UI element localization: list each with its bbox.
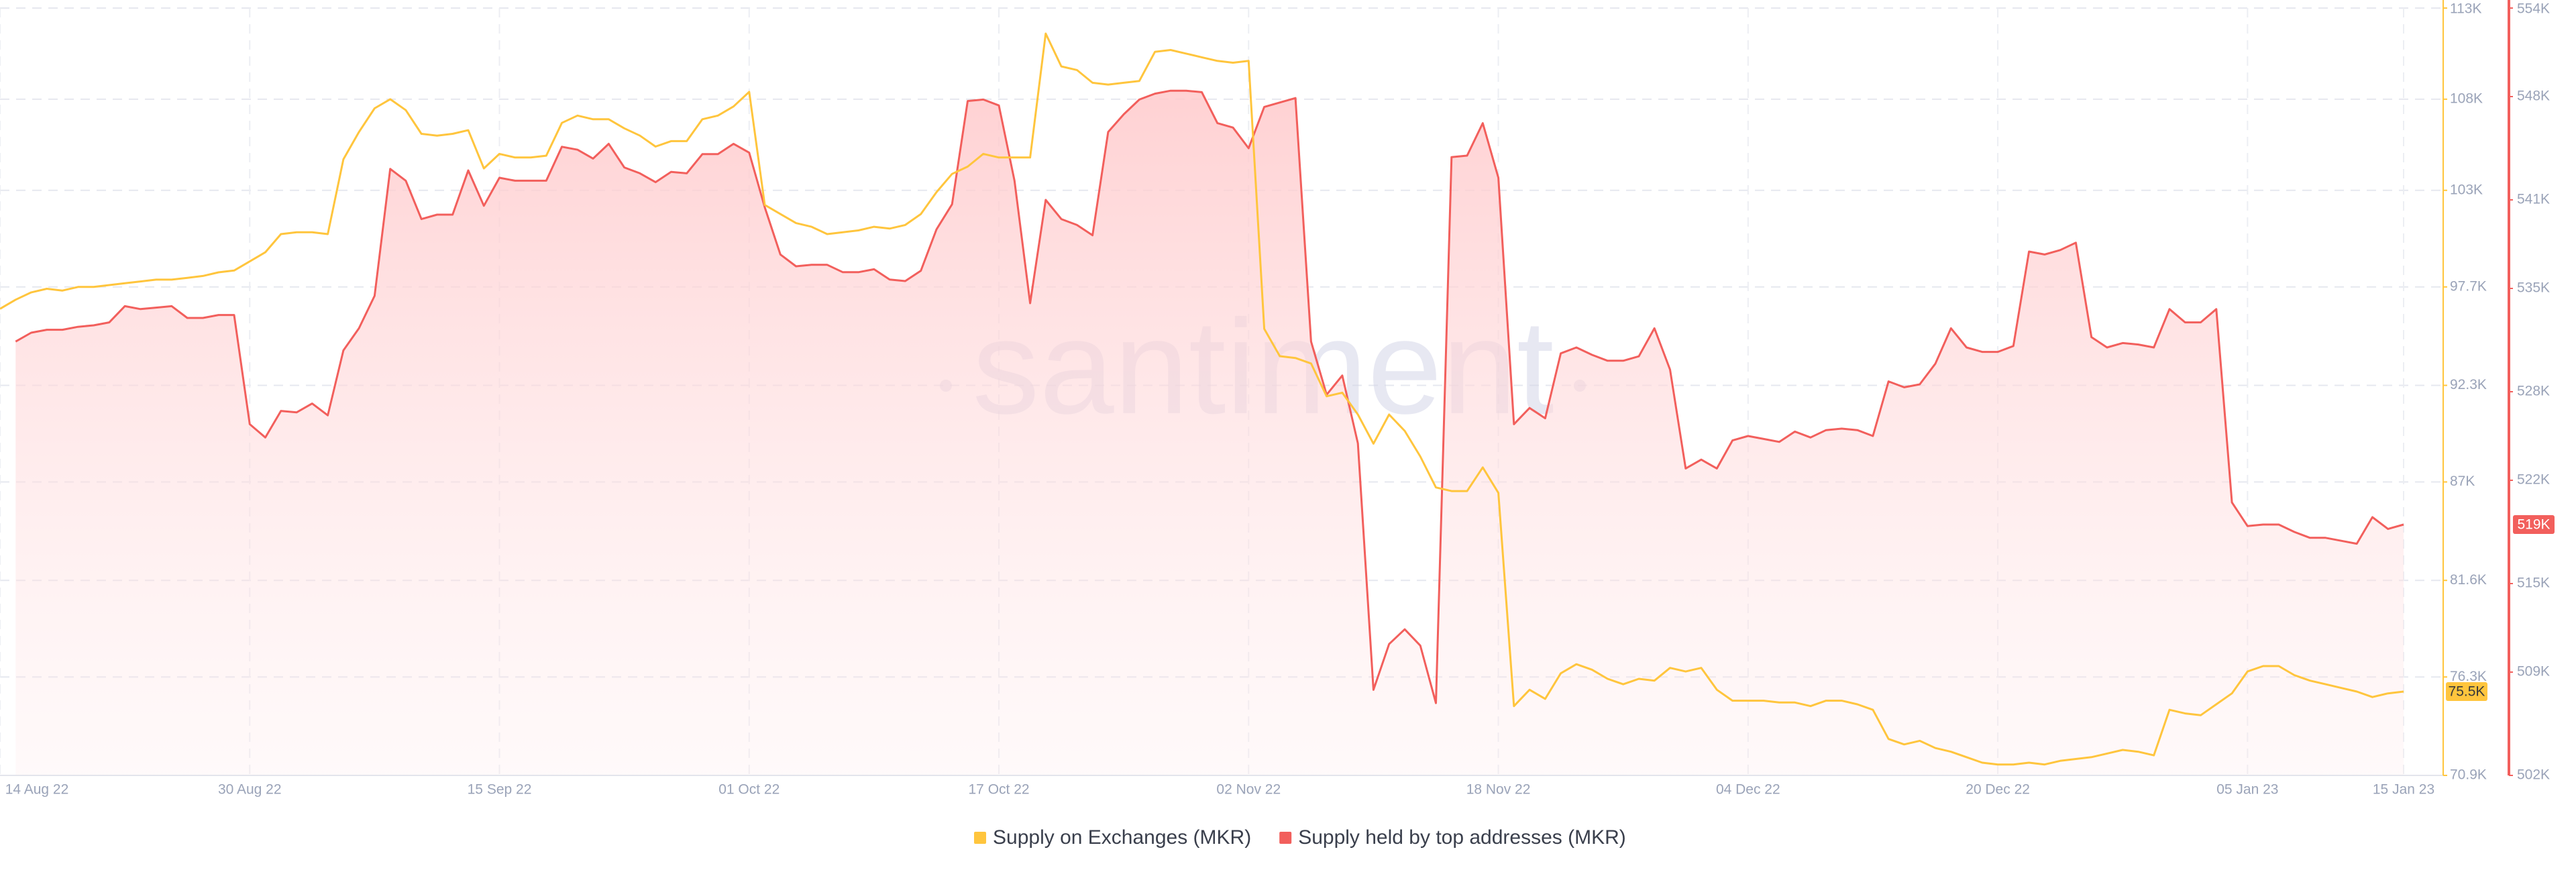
y-tick-label: 76.3K bbox=[2450, 669, 2487, 684]
area bbox=[15, 91, 2404, 775]
y-tick-label: 113K bbox=[2450, 1, 2482, 17]
y-tick-label: 70.9K bbox=[2450, 767, 2487, 783]
legend: Supply on Exchanges (MKR) Supply held by … bbox=[974, 826, 1626, 849]
plot bbox=[0, 32, 2404, 775]
x-tick-label: 15 Sep 22 bbox=[468, 782, 532, 798]
legend-swatch bbox=[974, 832, 986, 844]
x-tick-label: 04 Dec 22 bbox=[1716, 782, 1780, 798]
x-tick-label: 01 Oct 22 bbox=[718, 782, 780, 798]
x-tick-label: 20 Dec 22 bbox=[1966, 782, 2030, 798]
x-tick-label: 15 Jan 23 bbox=[2373, 782, 2434, 798]
y2-tick-label: 522K bbox=[2517, 472, 2550, 488]
y-tick-label: 103K bbox=[2450, 182, 2483, 197]
line bbox=[15, 89, 2404, 704]
x-tick-label: 14 Aug 22 bbox=[5, 782, 69, 798]
y2-tick-label: 554K bbox=[2517, 1, 2550, 17]
last-value-badge bbox=[2446, 682, 2487, 702]
y-tick-label: 92.3K bbox=[2450, 377, 2487, 392]
y2-tick-label: 541K bbox=[2517, 192, 2550, 207]
x-tick-label: 18 Nov 22 bbox=[1466, 782, 1531, 798]
legend-label: Supply on Exchanges (MKR) bbox=[993, 826, 1251, 849]
last-value-badge bbox=[2513, 515, 2555, 534]
x-tick-label: 17 Oct 22 bbox=[969, 782, 1030, 798]
y-tick-label: 87K bbox=[2450, 474, 2475, 489]
y2-tick-label: 535K bbox=[2517, 280, 2550, 296]
x-tick-label: 02 Nov 22 bbox=[1216, 782, 1281, 798]
last-value-label: 75.5K bbox=[2449, 684, 2485, 700]
last-value-label: 519K bbox=[2517, 517, 2550, 533]
x-tick-label: 05 Jan 23 bbox=[2216, 782, 2278, 798]
y-tick-label: 81.6K bbox=[2450, 572, 2487, 588]
legend-label: Supply held by top addresses (MKR) bbox=[1298, 826, 1626, 849]
line bbox=[0, 32, 2404, 766]
y2-tick-label: 528K bbox=[2517, 384, 2550, 399]
y2-tick-label: 509K bbox=[2517, 664, 2550, 679]
y-tick-label: 108K bbox=[2450, 91, 2483, 106]
y2-tick-label: 515K bbox=[2517, 576, 2550, 591]
axes: 70.9K 76.3K 81.6K 87K 92.3K 97.7K 103K 108K 113K… bbox=[0, 0, 2555, 798]
y2-tick-label: 502K bbox=[2517, 767, 2550, 783]
y-tick-label: 97.7K bbox=[2450, 278, 2487, 294]
legend-swatch bbox=[1279, 832, 1292, 844]
y2-tick-label: 548K bbox=[2517, 89, 2550, 104]
x-tick-label: 30 Aug 22 bbox=[218, 782, 282, 798]
